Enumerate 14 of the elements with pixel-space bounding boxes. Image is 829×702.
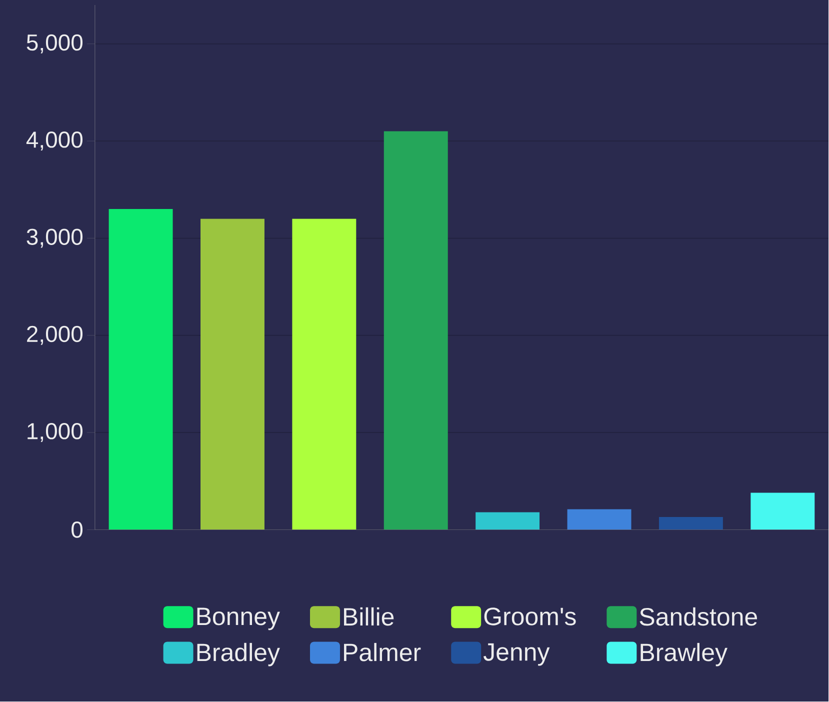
- y-tick-label: 3,000: [26, 228, 83, 248]
- y-tick-label: 4,000: [26, 132, 83, 151]
- legend-label: Billie: [344, 608, 394, 626]
- legend-label: Palmer: [344, 643, 421, 662]
- legend-label: Bonney: [197, 608, 280, 630]
- legend-label: Sandstone: [640, 608, 758, 626]
- legend-label: Bradley: [197, 643, 280, 666]
- legend-label: Groom's: [484, 608, 576, 626]
- y-tick-label: 2,000: [27, 326, 83, 346]
- y-tick-label: 0: [72, 522, 83, 538]
- legend-label: Brawley: [640, 643, 728, 666]
- y-tick-label: 5,000: [26, 34, 83, 54]
- legend-label: Jenny: [483, 644, 550, 666]
- y-tick-label: 1,000: [28, 423, 83, 442]
